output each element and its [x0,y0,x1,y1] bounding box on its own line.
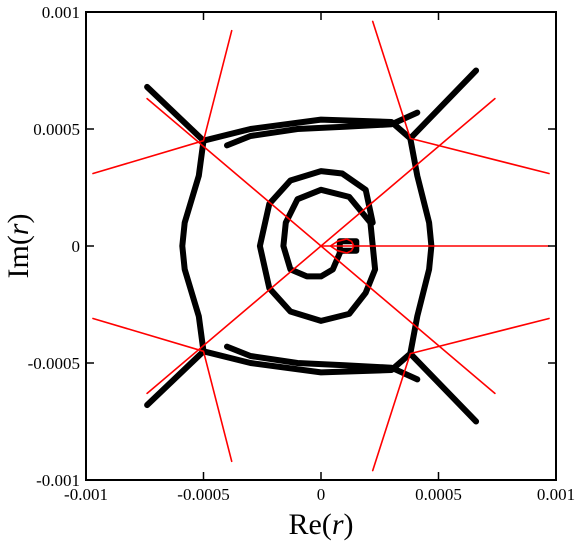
black-curve-0 [144,83,207,144]
tick-labels: -0.001 -0.0005 0 0.0005 0.001 -0.001 -0.0005 0 0… [28,3,576,504]
black-curve-1 [407,67,480,142]
y-tick-label: 0.0005 [33,120,80,139]
black-curve-2 [144,348,207,409]
red-line-6 [371,317,550,472]
black-curve-9 [224,343,421,383]
y-tick-label: -0.001 [36,471,80,490]
chart-curves [92,20,550,472]
black-curve-6 [200,116,414,144]
black-curve-7 [200,348,414,376]
x-axis-label: Re(r) [288,508,353,541]
black-curve-3 [407,350,480,425]
axis-ticks [85,11,557,481]
black-curve-4 [179,137,207,355]
x-tick-label: -0.0005 [177,485,229,504]
x-tick-label: 0 [317,485,326,504]
red-line-3 [92,29,233,175]
y-axis-label: Im(r) [2,213,35,278]
y-tick-label: -0.0005 [28,354,80,373]
red-line-5 [371,20,550,175]
y-tick-label: 0 [72,237,81,256]
x-tick-label: 0.001 [537,485,575,504]
black-curve-8 [224,109,421,149]
y-tick-label: 0.001 [42,3,80,22]
x-tick-label: 0.0005 [415,485,462,504]
red-line-7 [329,238,355,254]
red-line-4 [92,317,233,463]
black-curve-10 [256,168,379,324]
x-tick-label: -0.001 [64,485,108,504]
